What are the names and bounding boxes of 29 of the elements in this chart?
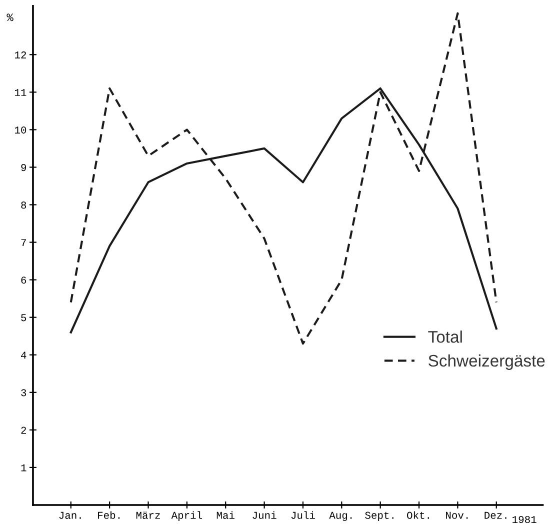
text: 1981: [512, 516, 536, 524]
x-tick-label: Juni: [252, 511, 276, 519]
x-tick-label: März: [136, 512, 160, 519]
x-tick-label: Feb.: [98, 511, 120, 519]
legend-label: Schweizergäste: [428, 354, 545, 370]
x-tick-label: Nov.: [446, 512, 468, 519]
x-tick-label: April: [171, 511, 202, 521]
y-tick-label: 2: [21, 426, 26, 434]
legend-label: Total: [428, 330, 462, 343]
y-axis-title: %: [6, 14, 14, 22]
y-tick-label: 8: [21, 202, 26, 209]
x-tick-label: Dez.: [484, 512, 506, 519]
line-series: [70, 12, 498, 345]
y-tick-label: 6: [21, 276, 26, 284]
x-tick-label: Sept.: [365, 512, 394, 521]
y-tick-label: 12: [14, 51, 26, 58]
x-tick-label: Mai: [216, 511, 234, 519]
y-tick-label: 10: [14, 126, 26, 134]
x-tick-label: Juli: [291, 511, 315, 519]
x-tick-label: Okt.: [407, 511, 429, 519]
y-tick-label: 7: [21, 239, 26, 246]
x-tick-label: Aug.: [329, 512, 352, 521]
y-tick-label: 1: [21, 464, 26, 472]
y-tick-label: 4: [21, 352, 26, 359]
x-tick-label: Jan.: [59, 512, 81, 519]
y-tick-label: 5: [21, 314, 26, 322]
y-tick-label: 11: [14, 89, 26, 96]
y-tick-label: 9: [21, 164, 26, 172]
y-tick-label: 3: [21, 389, 26, 396]
